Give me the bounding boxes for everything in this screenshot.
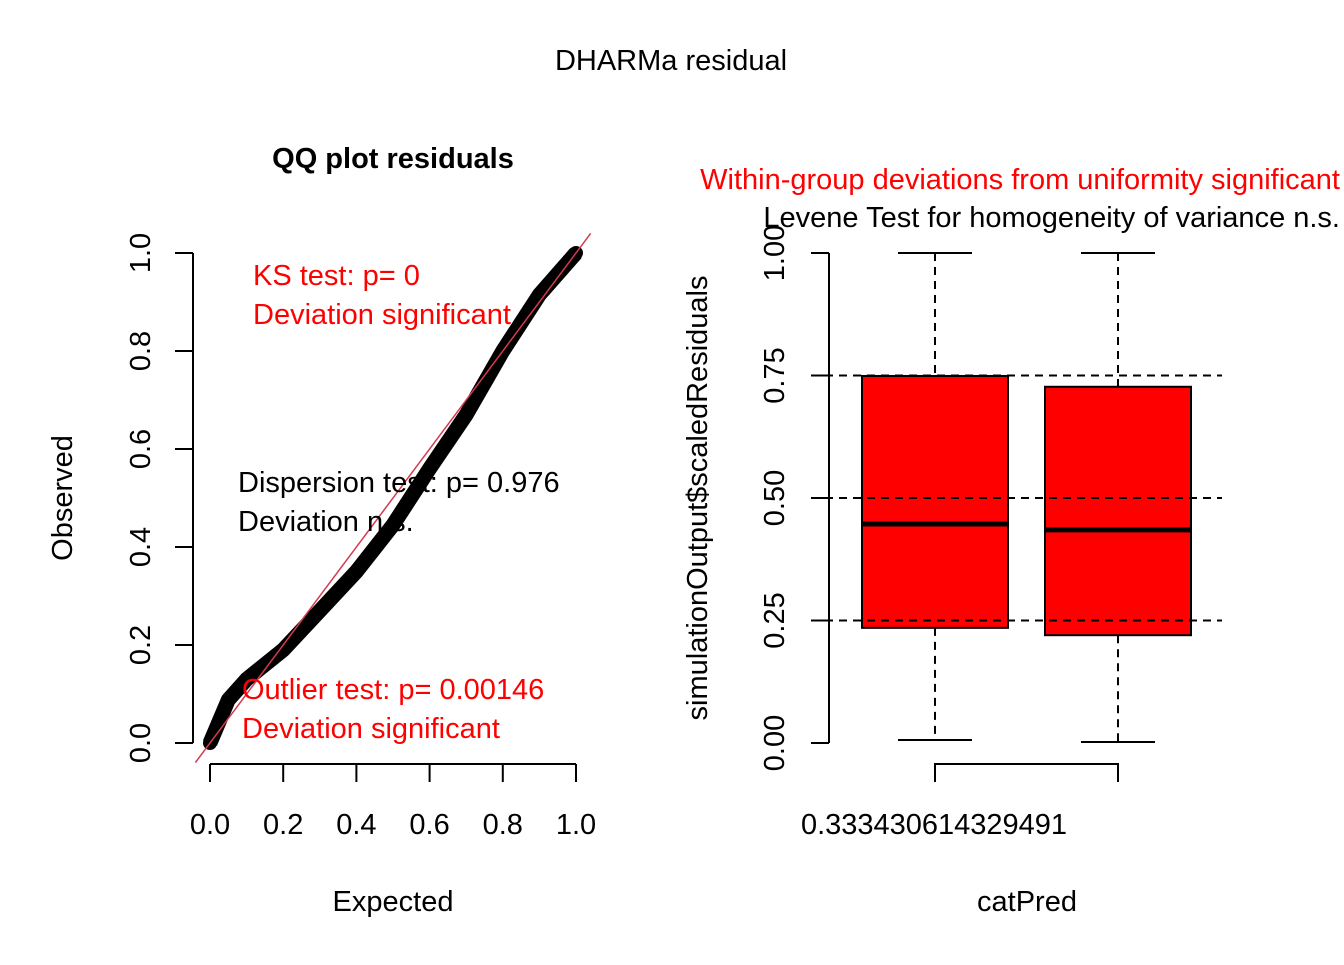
main-title: DHARMa residual [555,45,787,77]
qq-y-tick-label: 0.0 [125,723,157,763]
qq-y-tick-label: 0.6 [125,429,157,469]
qq-reference-line [194,232,592,764]
box-ylabel: simulationOutput$scaledResiduals [682,276,714,721]
qq-point [312,603,327,618]
qq-point [349,564,364,579]
qq-x-tick-label: 0.8 [483,809,523,841]
qq-point [386,517,400,532]
outlier-test-label: Outlier test: p= 0.00146 [242,674,544,706]
box-x-tick-label: 0.333430614329491 [801,809,1067,841]
box-title-line2: Levene Test for homogeneity of variance … [763,202,1340,234]
qq-x-tick-label: 1.0 [556,809,596,841]
box-x-axis [934,763,1119,782]
qq-ylabel: Observed [47,435,79,561]
box [1044,385,1192,637]
qq-y-tick-label: 0.2 [125,625,157,665]
qq-x-tick-label: 0.2 [263,809,303,841]
qq-x-tick-label: 0.6 [409,809,449,841]
dispersion-result-label: Deviation n.s. [238,506,414,538]
box-y-tick-label: 0.75 [759,347,791,403]
outlier-result-label: Deviation significant [242,713,500,745]
qq-point [276,642,291,657]
box-y-tick-label: 0.00 [759,715,791,771]
qq-y-tick-label: 0.4 [125,527,157,567]
qq-y-tick-label: 0.8 [125,331,157,371]
dispersion-test-label: Dispersion test: p= 0.976 [238,467,560,499]
qq-y-tick-label: 1.0 [125,233,157,273]
box-y-tick-label: 1.00 [759,225,791,281]
box [861,374,1009,629]
qq-point [422,461,437,476]
qq-xlabel: Expected [333,886,454,918]
box-y-tick-label: 0.50 [759,470,791,526]
box-y-tick-label: 0.25 [759,592,791,648]
qq-title: QQ plot residuals [272,143,514,175]
qq-x-tick-label: 0.0 [190,809,230,841]
box-title-line1: Within-group deviations from uniformity … [700,164,1340,196]
ks-result-label: Deviation significant [253,299,511,331]
qq-point [459,407,474,422]
qq-point [239,672,254,687]
ks-test-label: KS test: p= 0 [253,260,420,292]
box-xlabel: catPred [977,886,1077,918]
qq-x-tick-label: 0.4 [336,809,376,841]
qq-point [221,692,236,707]
